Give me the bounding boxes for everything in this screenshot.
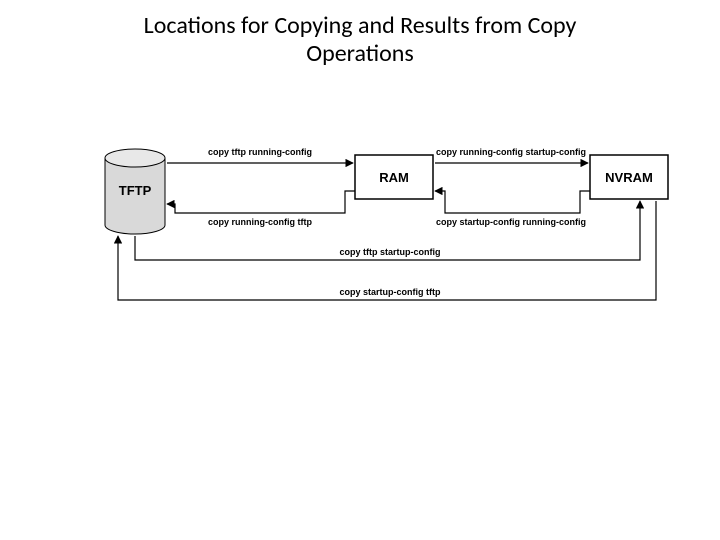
node-nvram: NVRAM <box>590 155 668 199</box>
node-tftp: TFTP <box>105 149 165 234</box>
edge-ram-to-nvram: copy running-config startup-config <box>435 147 588 163</box>
edge-nvram-to-ram: copy startup-config running-config <box>435 191 590 227</box>
edge-ram-to-tftp: copy running-config tftp <box>167 191 355 227</box>
node-ram-label: RAM <box>379 170 409 185</box>
edge-nvram-to-ram-label: copy startup-config running-config <box>436 217 586 227</box>
edge-tftp-to-ram-label: copy tftp running-config <box>208 147 312 157</box>
node-nvram-label: NVRAM <box>605 170 653 185</box>
edge-nvram-to-tftp-label: copy startup-config tftp <box>340 287 441 297</box>
diagram-canvas: TFTP RAM NVRAM copy tftp running-config … <box>0 0 720 540</box>
node-ram: RAM <box>355 155 433 199</box>
edge-tftp-to-nvram-label: copy tftp startup-config <box>340 247 441 257</box>
edge-tftp-to-ram: copy tftp running-config <box>167 147 353 163</box>
edge-ram-to-nvram-label: copy running-config startup-config <box>436 147 586 157</box>
edge-tftp-to-nvram: copy tftp startup-config <box>135 201 640 260</box>
edge-ram-to-tftp-label: copy running-config tftp <box>208 217 312 227</box>
node-tftp-label: TFTP <box>119 183 152 198</box>
